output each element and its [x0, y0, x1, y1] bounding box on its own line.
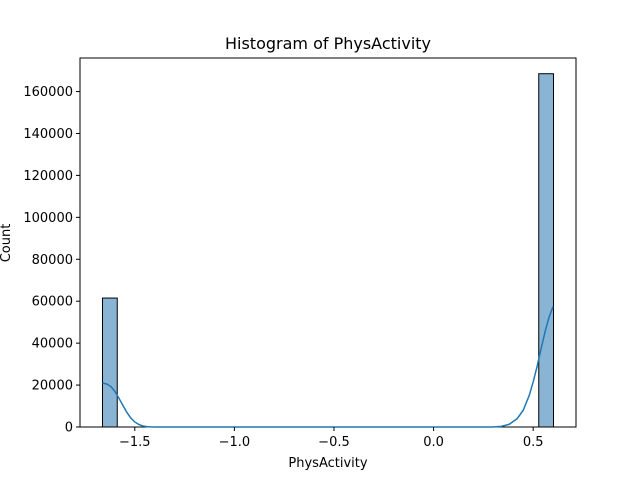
- chart-title: Histogram of PhysActivity: [225, 34, 431, 53]
- kde-group: [102, 306, 554, 428]
- x-tick-label-2: −0.5: [318, 435, 350, 450]
- y-tick-label-2: 40000: [32, 337, 73, 352]
- y-axis-label: Count: [0, 224, 14, 263]
- x-tick-label-1: −1.0: [219, 435, 251, 450]
- y-tick-label-7: 140000: [23, 127, 73, 142]
- y-tick-label-3: 60000: [32, 295, 73, 310]
- x-tick-label-3: 0.0: [423, 435, 444, 450]
- y-axis: 0 20000 40000 60000 80000 100000 120000 140000 1…: [23, 85, 80, 436]
- kde-line: [102, 306, 554, 428]
- histogram-bar-0: [102, 297, 118, 428]
- x-tick-label-0: −1.5: [119, 435, 151, 450]
- y-tick-label-8: 160000: [23, 85, 73, 100]
- y-tick-label-6: 120000: [23, 169, 73, 184]
- x-tick-label-4: 0.5: [523, 435, 544, 450]
- y-tick-label-5: 100000: [23, 211, 73, 226]
- y-tick-label-0: 0: [65, 421, 73, 436]
- y-tick-label-1: 20000: [32, 379, 73, 394]
- x-axis-label: PhysActivity: [288, 456, 367, 471]
- y-tick-label-4: 80000: [32, 253, 73, 268]
- bars-group: [102, 73, 554, 428]
- x-axis: −1.5 −1.0 −0.5 0.0 0.5: [119, 427, 544, 450]
- histogram-bar-1: [538, 73, 554, 428]
